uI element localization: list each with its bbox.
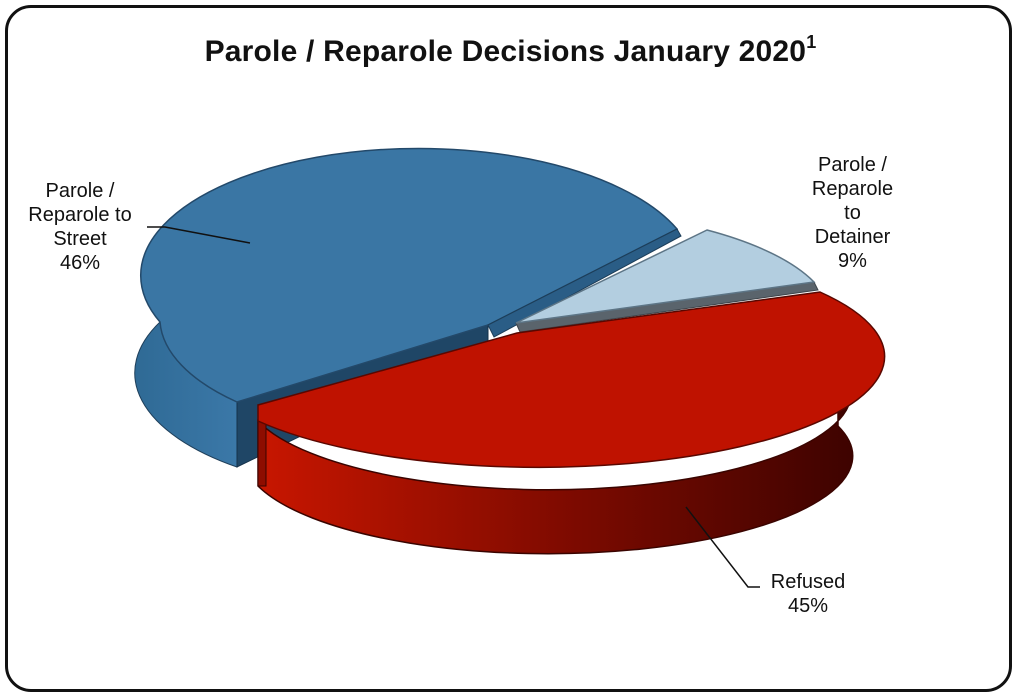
slice-label-street-line-1: Parole /	[45, 180, 115, 202]
slice-label-street-percent: 46%	[59, 252, 101, 274]
slice-label-refused-percent: 45%	[787, 595, 829, 617]
chart-title: Parole / Reparole Decisions January 2020…	[0, 32, 1021, 69]
leader-line-refused	[685, 506, 760, 588]
chart-title-text: Parole / Reparole Decisions January 2020	[204, 35, 807, 68]
pie-slice-refused-side	[257, 362, 854, 555]
leader-line-street	[147, 226, 251, 244]
pie-slice-street	[140, 147, 679, 403]
slice-label-detainer-line-1: Parole /	[818, 154, 887, 176]
slice-label-street-line-3: Street	[53, 228, 107, 250]
slice-label-detainer-line-4: Detainer	[814, 226, 891, 248]
pie-slice-street-edge	[487, 228, 682, 338]
chart-title-footnote-mark: 1	[806, 32, 817, 52]
pie-slice-detainer	[515, 229, 816, 324]
pie-slice-refused	[257, 291, 886, 469]
slice-label-street-line-2: Reparole to	[28, 204, 132, 226]
slice-label-refused-line-1: Refused	[770, 571, 846, 593]
slice-label-street: Parole / Reparole to Street 46%	[10, 179, 150, 275]
slice-label-detainer-line-2: Reparole	[811, 178, 894, 200]
slice-label-detainer: Parole / Reparole to Detainer 9%	[790, 153, 915, 273]
slice-label-detainer-percent: 9%	[838, 250, 867, 272]
slice-label-refused: Refused 45%	[758, 570, 858, 618]
slice-label-detainer-line-3: to	[844, 202, 861, 224]
